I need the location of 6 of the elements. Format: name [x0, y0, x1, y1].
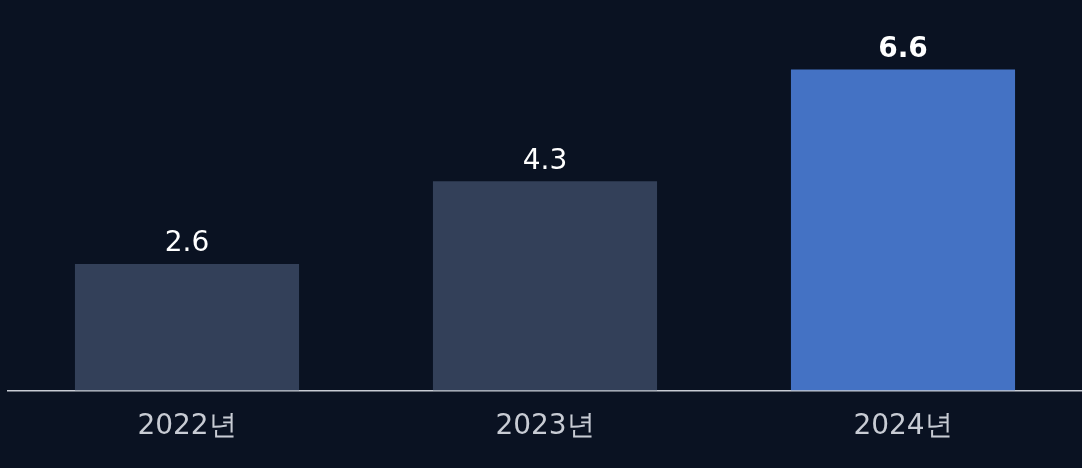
data-label: 4.3 — [522, 142, 568, 176]
x-tick-label: 2023년 — [495, 408, 595, 442]
x-tick-label: 2022년 — [137, 408, 237, 442]
data-label: 6.6 — [878, 30, 928, 64]
x-tick-label: 2024년 — [853, 408, 953, 442]
data-label: 2.6 — [164, 225, 210, 259]
